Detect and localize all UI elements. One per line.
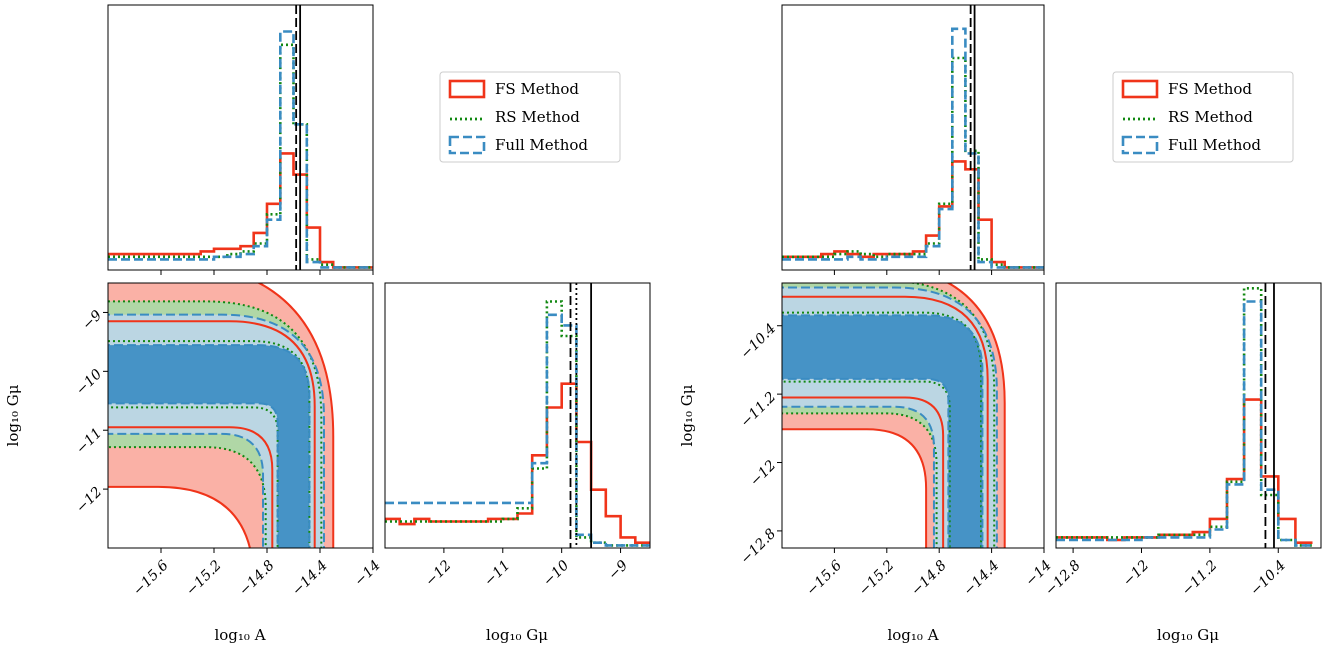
fig1-joint-x-tick-label: −14: [352, 557, 384, 589]
fig1-joint-ytick-label: −12: [73, 484, 105, 516]
fig2-hist-Gmu-full-step: [1056, 300, 1313, 547]
legend-full-label: Full Method: [1168, 136, 1261, 154]
fig2-joint-full-contour-2: [782, 286, 998, 548]
fig1-joint-full-fill-1: [108, 345, 310, 548]
fig2-xlabel-Gmu: log₁₀ Gμ: [1157, 626, 1219, 644]
fig1-hist-A-frame: [107, 4, 374, 271]
legend-rs-label: RS Method: [1168, 108, 1253, 126]
fig2-hist-Gmu-tick-label: −12: [1120, 557, 1152, 589]
fig2-ylabel-Gmu: log₁₀ Gμ: [678, 384, 696, 446]
fig1-hist-Gmu-rs-step: [385, 300, 650, 547]
fig1-joint-ytick-label: −10: [73, 366, 105, 398]
fig1-joint-x-tick-label: −14.8: [236, 557, 278, 599]
fig2-joint-rs-contour-1: [782, 311, 983, 548]
fig2-joint-ytick-label: −12: [747, 457, 779, 489]
fig1-joint-x-tick-label: −15.2: [183, 557, 225, 599]
fig1-hist-A-panel: [107, 4, 374, 275]
fig1-hist-Gmu-fs-step: [385, 382, 650, 544]
fig1-joint-contours: [108, 283, 335, 548]
fig1-hist-Gmu-tick-label: −10: [540, 557, 572, 589]
fig1-hist-Gmu-tick-label: −9: [605, 557, 631, 583]
legend-fs-swatch: [1121, 79, 1159, 99]
fig1-ylabel-Gmu: log₁₀ Gμ: [4, 384, 22, 446]
fig1-joint-fs-contour-1: [108, 320, 316, 548]
fig1-xlabel-A: log₁₀ A: [214, 626, 265, 644]
fig1-joint-frame: [107, 282, 374, 549]
fig2-hist-A-rs-step: [782, 56, 1044, 269]
legend-rs-label: RS Method: [495, 108, 580, 126]
fig1-hist-A-fs-step: [108, 152, 373, 269]
fig1-joint-fs-contour-2: [108, 283, 335, 548]
fig2-joint-x-tick-label: −15.6: [803, 557, 845, 599]
fig2-hist-A-frame: [781, 4, 1045, 271]
fig2-joint-full-fill-1: [782, 315, 983, 548]
legend-full-label: Full Method: [495, 136, 588, 154]
fig2-joint-fs-contour-1: [782, 295, 989, 548]
fig2-joint-frame: [781, 282, 1045, 549]
fig2-hist-A-panel: [781, 4, 1045, 275]
fig1-hist-Gmu-full-step: [385, 313, 650, 547]
fig2-joint-x-tick-label: −15.2: [856, 557, 898, 599]
fig2-hist-A-full-step: [782, 27, 1044, 269]
fig2-joint-x-tick-label: −14.4: [961, 557, 1003, 599]
legend-full-swatch: [1121, 135, 1159, 155]
fig2-hist-Gmu-frame: [1055, 282, 1322, 549]
fig1-joint-x-tick-label: −15.6: [130, 557, 172, 599]
fig2-legend: FS Method RS Method Full Method: [1112, 71, 1294, 163]
fig1-hist-Gmu-tick-label: −11: [481, 557, 513, 589]
fig1-xlabel-Gmu: log₁₀ Gμ: [486, 626, 548, 644]
fig1-hist-Gmu-frame: [384, 282, 651, 549]
fig2-joint-ytick-label: −11.2: [738, 389, 780, 431]
fig2-joint-ytick-label: −12.8: [738, 526, 780, 568]
fig1-joint-panel: −9 −10 −11 −12: [73, 282, 374, 553]
fig2-hist-Gmu-tick-label: −11.2: [1179, 557, 1221, 599]
legend-fs-label: FS Method: [495, 80, 579, 98]
fig2-joint-contours: [782, 283, 1006, 548]
fig1-joint-ytick-label: −9: [79, 307, 105, 333]
fig1-hist-A-rs-step: [108, 43, 373, 269]
fig1-hist-Gmu-panel: [384, 282, 651, 553]
legend-fs-swatch: [448, 79, 486, 99]
fig2-xlabel-A: log₁₀ A: [887, 626, 938, 644]
fig1-joint-rs-contour-2: [108, 300, 323, 548]
fig2-hist-Gmu-tick-label: −10.4: [1247, 557, 1289, 599]
fig1-joint-ytick-label: −11: [73, 425, 105, 457]
fig1-joint-full-contour-1: [108, 344, 311, 548]
legend-fs-label: FS Method: [1168, 80, 1252, 98]
fig2-joint-ytick-label: −10.4: [738, 321, 780, 363]
fig1-hist-Gmu-tick-label: −12: [422, 557, 454, 589]
fig1-joint-x-tick-label: −14.4: [289, 557, 331, 599]
fig1-legend: FS Method RS Method Full Method: [439, 71, 621, 163]
fig1-hist-A-full-step: [108, 30, 373, 269]
fig2-joint-full-contour-1: [782, 314, 984, 548]
fig2-joint-x-tick-label: −14.8: [908, 557, 950, 599]
fig2-hist-A-fs-step: [782, 160, 1044, 269]
fig2-joint-fs-contour-2: [782, 283, 1006, 548]
fig2-joint-panel: −10.4 −11.2 −12 −12.8: [738, 282, 1045, 568]
fig1-joint-full-contour-2: [108, 313, 325, 548]
fig2-hist-Gmu-panel: [1055, 282, 1322, 553]
legend-full-swatch: [448, 135, 486, 155]
